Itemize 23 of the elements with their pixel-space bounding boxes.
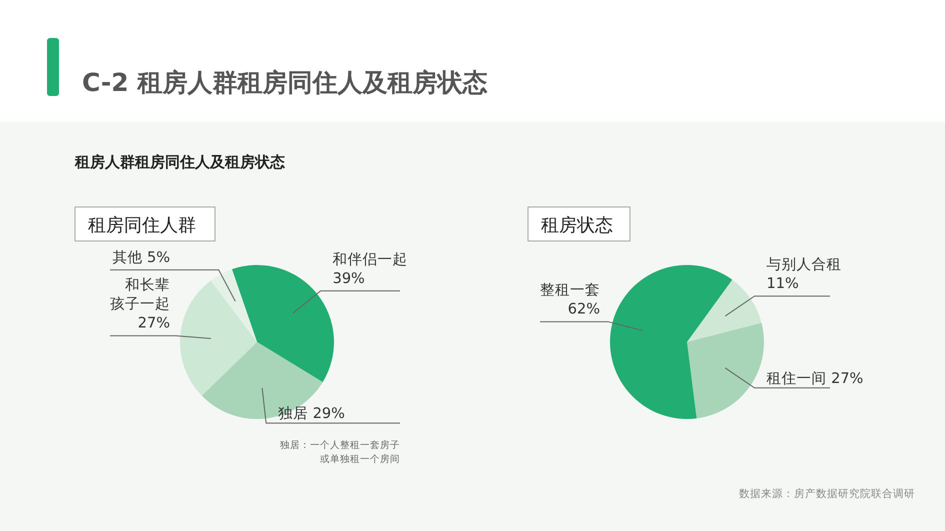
slice-label: 其他 5% [112,248,170,266]
slice-label: 与别人合租 [766,256,842,274]
chart-title: 租房同住人群 [88,215,196,236]
chart-title: 租房状态 [541,215,613,236]
pie-slice [687,322,764,418]
pie-slice [210,269,257,342]
data-label: 11% [766,276,799,292]
pie-slice [180,280,257,396]
text: C-2 租房人群租房同住人及租房状态 [82,68,488,97]
slice-label: 和长辈孩子一起 [110,276,170,313]
slice-label: 和伴侣一起 [332,250,408,268]
pie-slice [687,280,762,342]
data-label: 27% [138,316,170,332]
slice-label: 独居 29% [278,405,345,422]
pie-slice [610,265,732,419]
data-label: 62% [568,302,600,318]
text: 租房人群租房同住人及租房状态 [74,153,285,171]
source-note: 数据来源：房产数据研究院联合调研 [739,487,915,500]
slice-label: 整租一套 [540,282,600,299]
data-label: 39% [332,270,365,287]
text: 独居：一个人整租一套房子或单独租一个房间 [280,439,400,466]
pie-slice [232,265,334,382]
slice-label: 租住一间 27% [766,370,864,387]
